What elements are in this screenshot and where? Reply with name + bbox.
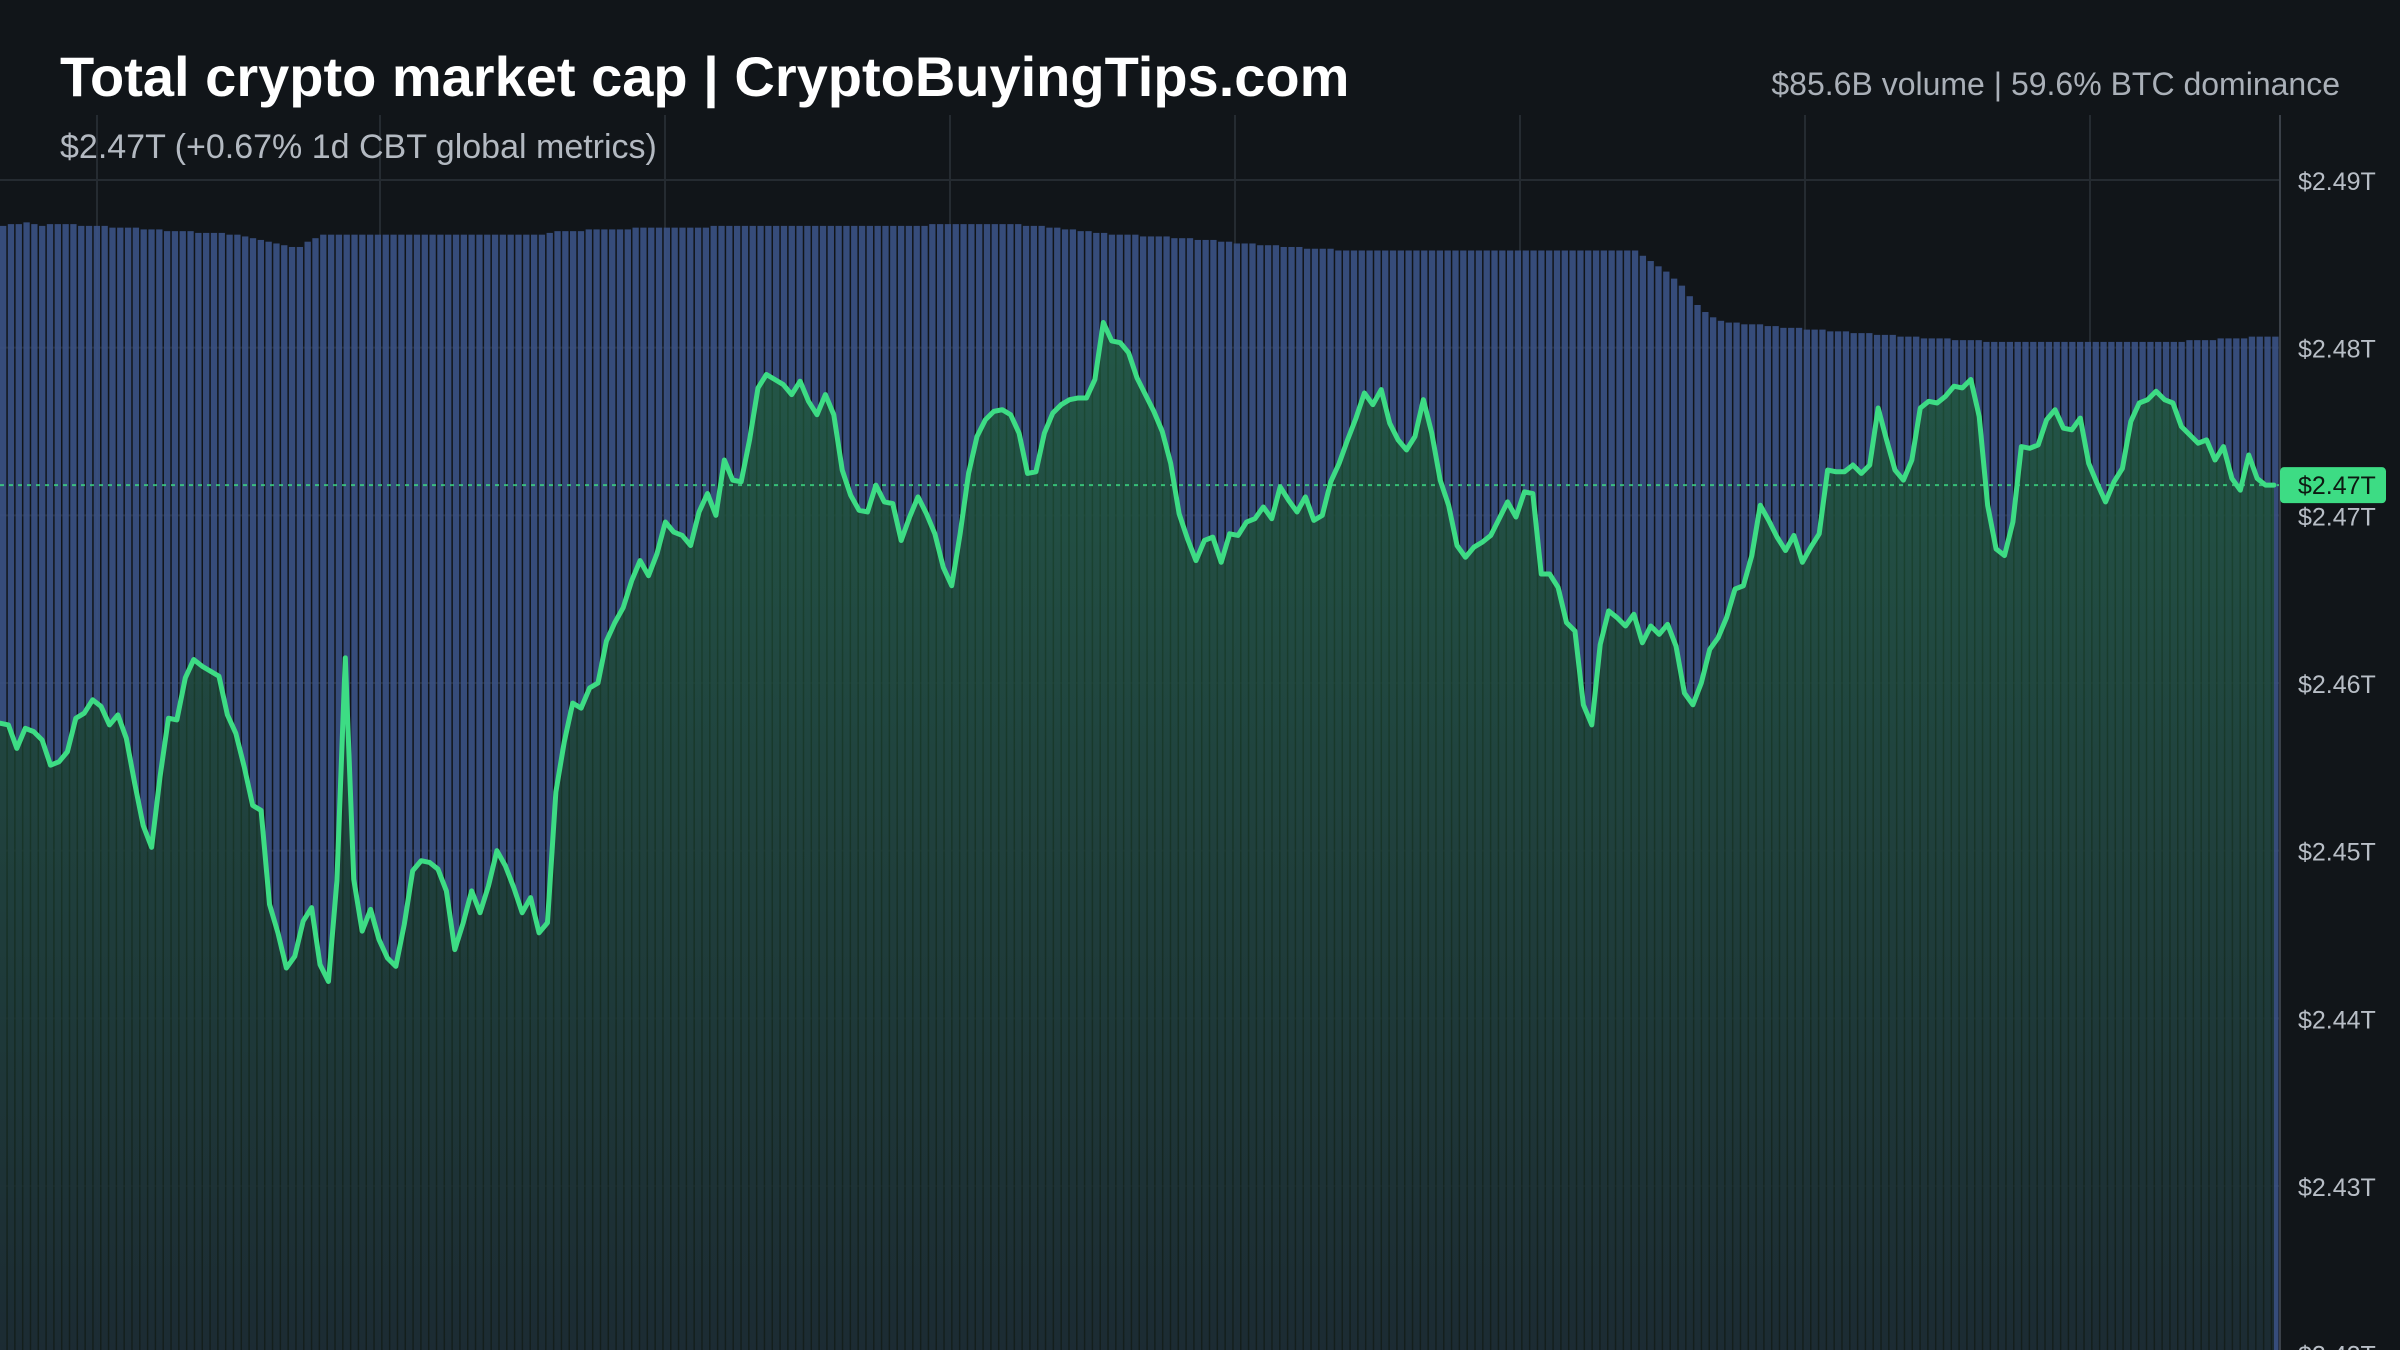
volume-bar	[406, 234, 413, 1350]
price-line-group	[0, 320, 2280, 984]
current-price-tag	[2280, 467, 2386, 504]
volume-bar	[460, 234, 467, 1350]
volume-bar	[320, 234, 327, 1350]
volume-bar	[413, 234, 421, 1350]
volume-bar	[257, 239, 264, 1350]
y-tick-label: $2.49T	[2298, 168, 2376, 196]
volume-bar	[140, 229, 147, 1350]
volume-bar	[296, 246, 304, 1350]
volume-bar	[484, 234, 491, 1350]
volume-bar	[515, 234, 522, 1350]
chart-subtitle: $2.47T (+0.67% 1d CBT global metrics)	[60, 128, 657, 166]
y-tick-label: $2.45T	[2298, 839, 2376, 867]
volume-bar	[249, 238, 257, 1350]
y-tick-label: $2.48T	[2298, 336, 2376, 364]
volume-bar	[476, 234, 483, 1350]
volume-bar	[523, 234, 530, 1350]
volume-bar	[452, 234, 460, 1350]
y-tick-label: $2.44T	[2298, 1006, 2376, 1034]
price-area	[0, 322, 2274, 1350]
y-axis: $2.49T $2.48T $2.47T $2.46T $2.45T $2.44T $2.4…	[2279, 115, 2386, 1350]
y-tick-label: $2.47T	[2298, 503, 2376, 531]
chart-title: Total crypto market cap | CryptoBuyingTi…	[60, 45, 1350, 108]
volume-bar	[148, 229, 155, 1350]
volume-bar	[468, 234, 475, 1350]
y-tick-label: $2.42T	[2298, 1342, 2376, 1350]
volume-bar	[390, 234, 397, 1350]
volume-bar	[437, 234, 444, 1350]
y-tick-label: $2.46T	[2298, 671, 2376, 699]
volume-bar	[445, 234, 452, 1350]
volume-bar	[304, 241, 311, 1350]
volume-bar	[499, 234, 507, 1350]
price-line	[0, 320, 2277, 984]
volume-bar	[359, 234, 366, 1350]
volume-bar	[366, 234, 374, 1350]
current-price-label: $2.47T	[2298, 472, 2376, 500]
volume-bar	[546, 232, 553, 1350]
volume-bar	[327, 234, 335, 1350]
volume-bar	[398, 234, 405, 1350]
volume-bar	[530, 234, 538, 1350]
volume-bar	[374, 234, 382, 1350]
market-stats: $85.6B volume | 59.6% BTC dominance	[1771, 66, 2340, 102]
volume-bar	[491, 234, 499, 1350]
volume-bar	[265, 241, 272, 1350]
volume-bar	[429, 234, 436, 1350]
volume-bar	[382, 234, 389, 1350]
volume-bar	[288, 246, 296, 1350]
volume-bar	[538, 234, 546, 1350]
volume-bar	[351, 234, 358, 1350]
price-area-fill	[0, 322, 2274, 1350]
volume-bar	[2272, 336, 2279, 1350]
y-tick-label: $2.43T	[2298, 1174, 2376, 1202]
volume-bar	[507, 234, 514, 1350]
volume-bar	[281, 245, 288, 1350]
volume-bar	[421, 234, 428, 1350]
volume-bar	[273, 243, 280, 1350]
volume-bar	[312, 238, 319, 1350]
